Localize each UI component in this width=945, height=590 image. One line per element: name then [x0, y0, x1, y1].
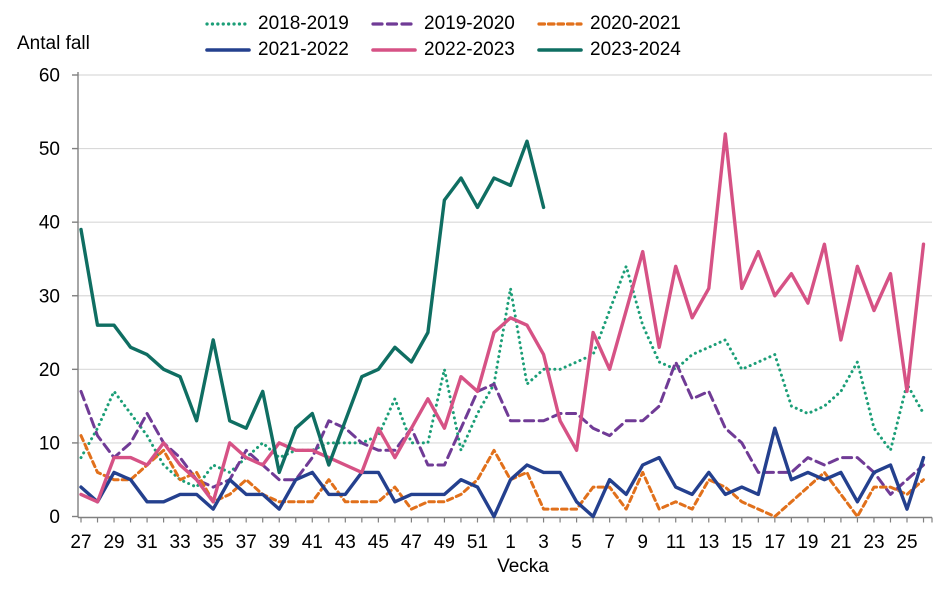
- legend-item-2021-2022: 2021-2022: [205, 37, 349, 63]
- x-tick-label: 31: [137, 532, 158, 553]
- legend-item-2019-2020: 2019-2020: [371, 11, 515, 37]
- series-line-2020-2021: [79, 434, 925, 518]
- x-tick-label: 45: [368, 532, 389, 553]
- legend-item-2022-2023: 2022-2023: [371, 37, 515, 63]
- axes: [72, 72, 933, 523]
- x-tick-label: 3: [538, 532, 549, 553]
- legend-label: 2023-2024: [590, 39, 681, 60]
- x-tick-label: 11: [666, 532, 686, 553]
- x-tick-label: 29: [103, 532, 124, 553]
- x-tick-label: 43: [335, 532, 356, 553]
- y-tick-label: 0: [49, 507, 60, 528]
- legend-label: 2020-2021: [590, 13, 681, 34]
- legend-label: 2018-2019: [258, 13, 349, 34]
- x-tick-label: 17: [764, 532, 785, 553]
- x-tick-label: 21: [830, 532, 851, 553]
- x-tick-label: 39: [269, 532, 290, 553]
- x-tick-label: 35: [203, 532, 224, 553]
- x-tick-label: 23: [863, 532, 884, 553]
- series-line-2022-2023: [79, 132, 926, 504]
- series-line-2023-2024: [79, 139, 546, 475]
- x-tick-label: 27: [70, 532, 91, 553]
- series-line-2019-2020: [79, 360, 925, 496]
- x-tick-label: 15: [731, 532, 752, 553]
- legend-item-2020-2021: 2020-2021: [537, 11, 681, 37]
- chart-legend: 2018-2019 2019-2020 2020-2021 2021-2022 2022…: [0, 0, 945, 66]
- x-tick-label: 49: [434, 532, 455, 553]
- legend-label: 2021-2022: [258, 39, 349, 60]
- legend-label: 2022-2023: [424, 39, 515, 60]
- legend-swatch-solid-icon: [371, 48, 417, 52]
- y-tick-label: 20: [39, 360, 60, 381]
- x-tick-label: 33: [170, 532, 191, 553]
- legend-swatch-dashed-short-icon: [537, 22, 583, 26]
- y-axis-title: Antal fall: [17, 33, 90, 54]
- y-tick-label: 40: [39, 213, 60, 234]
- x-tick-label: 37: [236, 532, 257, 553]
- x-tick-label: 7: [604, 532, 615, 553]
- x-tick-label: 5: [571, 532, 582, 553]
- x-tick-label: 19: [797, 532, 818, 553]
- x-tick-label: 51: [467, 532, 488, 553]
- x-tick-label: 47: [401, 532, 422, 553]
- x-tick-label: 1: [505, 532, 516, 553]
- legend-item-2023-2024: 2023-2024: [537, 37, 681, 63]
- legend-label: 2019-2020: [424, 13, 515, 34]
- legend-swatch-solid-icon: [205, 48, 251, 52]
- x-tick-label: 9: [637, 532, 648, 553]
- y-tick-label: 30: [39, 286, 60, 307]
- x-tick-label: 41: [302, 532, 323, 553]
- legend-swatch-solid-icon: [537, 48, 583, 52]
- legend-item-2018-2019: 2018-2019: [205, 11, 349, 37]
- legend-swatch-dotted-icon: [205, 22, 251, 26]
- grid-lines: [78, 74, 932, 444]
- x-tick-label: 25: [896, 532, 917, 553]
- y-tick-label: 50: [39, 139, 60, 160]
- y-tick-label: 10: [39, 433, 60, 454]
- series-line-2018-2019: [79, 264, 925, 489]
- x-axis-title: Vecka: [497, 556, 549, 577]
- series-line-2021-2022: [79, 426, 926, 519]
- y-tick-label: 60: [39, 66, 60, 87]
- legend-swatch-dashed-long-icon: [371, 22, 417, 26]
- x-tick-label: 13: [698, 532, 719, 553]
